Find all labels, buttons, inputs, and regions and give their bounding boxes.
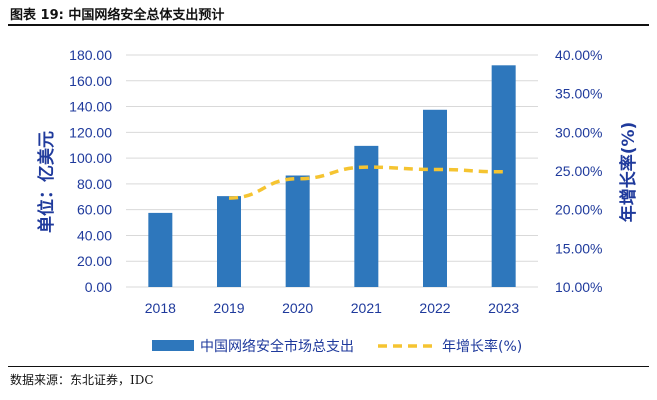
- right-axis-title: 年增长率(%): [618, 122, 639, 223]
- legend-line-label: 年增长率(%): [442, 338, 522, 355]
- y-tick-label: 120.00: [69, 124, 112, 140]
- y-tick-label: 60.00: [77, 202, 112, 218]
- left-axis-title: 单位：亿美元: [36, 131, 57, 233]
- y-tick-label: 80.00: [77, 176, 112, 192]
- left-axis-ticks: 0.00 20.00 40.00 60.00 80.00 100.00 120.00 140.…: [69, 47, 112, 295]
- y2-tick-label: 35.00%: [555, 86, 602, 102]
- gridlines: [126, 54, 538, 288]
- bottom-rule: [8, 366, 649, 367]
- legend: 中国网络安全市场总支出 年增长率(%): [152, 338, 522, 355]
- y-tick-label: 0.00: [85, 279, 112, 295]
- top-rule: [8, 24, 649, 26]
- bar: [217, 196, 241, 287]
- x-tick-label: 2019: [213, 300, 244, 316]
- y-tick-label: 180.00: [69, 47, 112, 63]
- x-tick-label: 2018: [145, 300, 176, 316]
- y2-tick-label: 30.00%: [555, 124, 602, 140]
- x-tick-label: 2022: [419, 300, 450, 316]
- x-axis-ticks: 2018 2019 2020 2021 2022 2023: [145, 300, 520, 316]
- y2-tick-label: 15.00%: [555, 240, 602, 256]
- legend-bar-swatch: [152, 340, 194, 351]
- bar: [491, 65, 516, 287]
- y-tick-label: 100.00: [69, 150, 112, 166]
- bar: [354, 145, 379, 287]
- source-note: 数据来源：东北证券，IDC: [10, 373, 154, 387]
- y-tick-label: 140.00: [69, 99, 112, 115]
- growth-line: [228, 165, 504, 200]
- x-tick-label: 2020: [282, 300, 313, 316]
- y-tick-label: 20.00: [77, 253, 112, 269]
- y2-tick-label: 10.00%: [555, 279, 602, 295]
- y-tick-label: 160.00: [69, 73, 112, 89]
- y-tick-label: 40.00: [77, 227, 112, 243]
- figure-title: 图表 19: 中国网络安全总体支出预计: [10, 8, 225, 23]
- bar-series: [148, 65, 516, 288]
- x-tick-label: 2023: [488, 300, 519, 316]
- y2-tick-label: 40.00%: [555, 47, 602, 63]
- y2-tick-label: 20.00%: [555, 202, 602, 218]
- bar: [423, 109, 447, 288]
- growth-chart: 0.00 20.00 40.00 60.00 80.00 100.00 120.00 140.…: [36, 47, 639, 355]
- y2-tick-label: 25.00%: [555, 163, 602, 179]
- right-axis-ticks: 10.00% 15.00% 20.00% 25.00% 30.00% 35.00% 40.0…: [555, 47, 602, 295]
- line-series: [228, 165, 504, 200]
- x-tick-label: 2021: [351, 300, 382, 316]
- legend-bar-label: 中国网络安全市场总支出: [200, 338, 354, 355]
- bar: [148, 212, 173, 287]
- bar: [285, 175, 310, 287]
